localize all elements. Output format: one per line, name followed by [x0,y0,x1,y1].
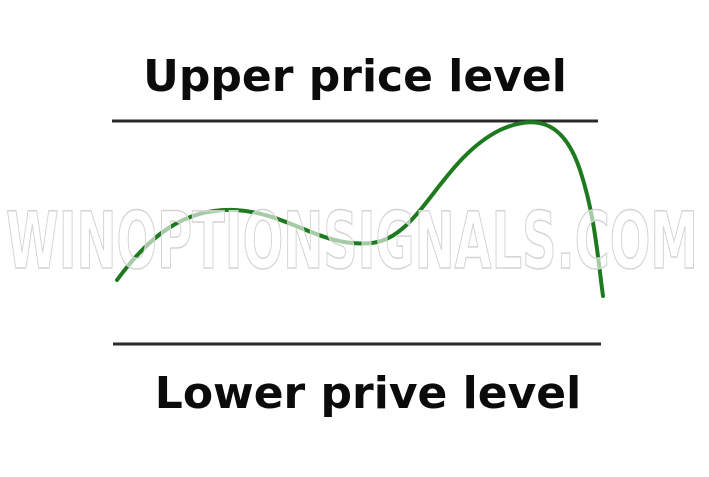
upper-label: Upper price level [143,51,567,102]
watermark: WINOPTIONSIGNALS.COM [6,197,698,287]
lower-label: Lower prive level [155,368,581,419]
price-curve [115,120,605,298]
